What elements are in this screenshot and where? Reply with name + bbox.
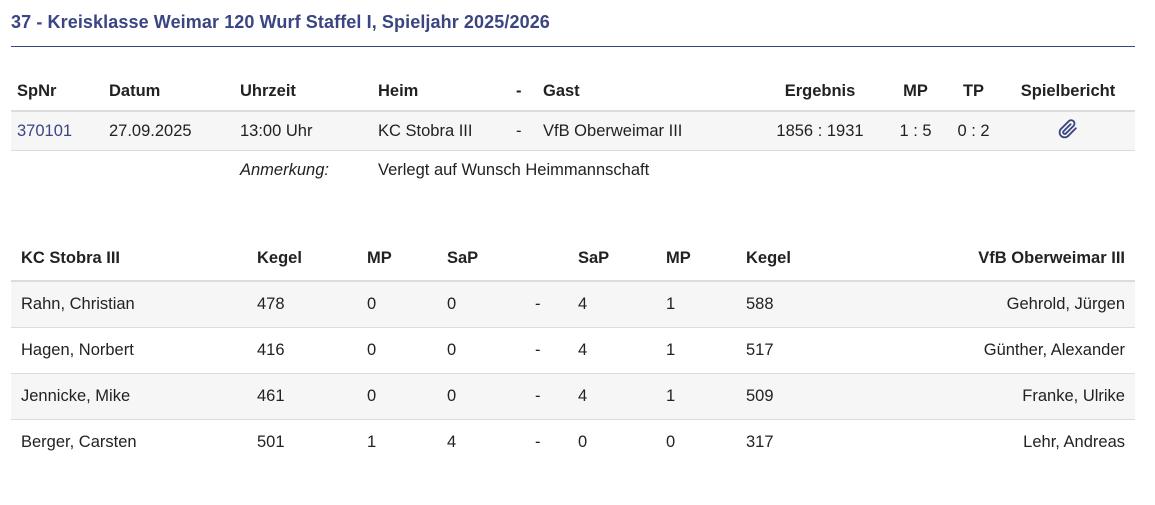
match-table: SpNr Datum Uhrzeit Heim - Gast Ergebnis … (11, 72, 1135, 189)
match-header-row: SpNr Datum Uhrzeit Heim - Gast Ergebnis … (11, 72, 1135, 112)
paperclip-icon[interactable] (1058, 118, 1078, 144)
note-row: Anmerkung: Verlegt auf Wunsch Heimmannsc… (11, 151, 1135, 190)
col-header-separator: - (510, 72, 537, 112)
away-sap: 4 (568, 281, 656, 328)
player-row: Berger, Carsten 501 1 4 - 0 0 317 Lehr, … (11, 420, 1135, 466)
spielbericht-cell (1001, 111, 1135, 151)
away-sap: 0 (578, 433, 588, 451)
away-mp: 1 (656, 327, 736, 374)
away-player: Gehrold, Jürgen (886, 281, 1135, 328)
home-mp: 1 (367, 433, 377, 451)
note-label: Anmerkung: (240, 160, 329, 179)
col-header-gast: Gast (537, 72, 755, 112)
home-player: Hagen, Norbert (11, 327, 247, 374)
home-player: Rahn, Christian (11, 281, 247, 328)
col-header-home-kegel: Kegel (247, 236, 357, 282)
page-title: 37 - Kreisklasse Weimar 120 Wurf Staffel… (11, 12, 550, 32)
home-sap: 0 (437, 281, 525, 328)
away-team: VfB Oberweimar III (537, 111, 755, 151)
col-header-heim: Heim (372, 72, 510, 112)
table-points: 0 : 2 (946, 111, 1001, 151)
home-player: Berger, Carsten (21, 433, 137, 451)
team-separator: - (510, 111, 537, 151)
title-divider (11, 46, 1135, 47)
away-sap: 4 (568, 327, 656, 374)
away-kegel: 509 (736, 373, 886, 420)
col-header-datum: Datum (103, 72, 234, 112)
home-player: Jennicke, Mike (11, 373, 247, 420)
home-kegel: 416 (247, 327, 357, 374)
home-kegel: 478 (247, 281, 357, 328)
match-number-link[interactable]: 370101 (11, 111, 103, 151)
col-header-home-team: KC Stobra III (11, 236, 247, 282)
player-row: Jennicke, Mike 461 0 0 - 4 1 509 Franke,… (11, 373, 1135, 420)
note-text: Verlegt auf Wunsch Heimmannschaft (378, 160, 650, 179)
home-mp: 0 (357, 281, 437, 328)
away-sap: 4 (568, 373, 656, 420)
home-team: KC Stobra III (372, 111, 510, 151)
players-header-row: KC Stobra III Kegel MP SaP SaP MP Kegel … (11, 236, 1135, 282)
col-header-ergebnis: Ergebnis (755, 72, 885, 112)
players-table: KC Stobra III Kegel MP SaP SaP MP Kegel … (11, 236, 1135, 465)
home-kegel: 501 (257, 433, 285, 451)
match-result: 1856 : 1931 (755, 111, 885, 151)
away-mp: 1 (656, 281, 736, 328)
away-mp: 0 (666, 433, 676, 451)
col-header-uhrzeit: Uhrzeit (234, 72, 372, 112)
col-header-separator (525, 236, 568, 282)
away-player: Lehr, Andreas (1023, 433, 1125, 451)
match-row: 370101 27.09.2025 13:00 Uhr KC Stobra II… (11, 111, 1135, 151)
col-header-mp: MP (885, 72, 946, 112)
match-time: 13:00 Uhr (234, 111, 372, 151)
away-kegel: 317 (746, 433, 774, 451)
row-separator: - (525, 327, 568, 374)
home-sap: 0 (437, 373, 525, 420)
row-separator: - (535, 433, 541, 451)
away-kegel: 588 (736, 281, 886, 328)
away-player: Franke, Ulrike (886, 373, 1135, 420)
col-header-away-mp: MP (656, 236, 736, 282)
col-header-spielbericht: Spielbericht (1001, 72, 1135, 112)
away-player: Günther, Alexander (886, 327, 1135, 374)
row-separator: - (525, 281, 568, 328)
home-sap: 0 (437, 327, 525, 374)
col-header-away-sap: SaP (568, 236, 656, 282)
home-mp: 0 (357, 327, 437, 374)
match-points: 1 : 5 (885, 111, 946, 151)
row-separator: - (525, 373, 568, 420)
home-sap: 4 (447, 433, 457, 451)
col-header-away-kegel: Kegel (736, 236, 886, 282)
col-header-away-team: VfB Oberweimar III (886, 236, 1135, 282)
col-header-home-mp: MP (357, 236, 437, 282)
match-date: 27.09.2025 (103, 111, 234, 151)
col-header-home-sap: SaP (437, 236, 525, 282)
col-header-tp: TP (946, 72, 1001, 112)
home-mp: 0 (357, 373, 437, 420)
player-row: Rahn, Christian 478 0 0 - 4 1 588 Gehrol… (11, 281, 1135, 328)
away-mp: 1 (656, 373, 736, 420)
player-row: Hagen, Norbert 416 0 0 - 4 1 517 Günther… (11, 327, 1135, 374)
col-header-spnr: SpNr (11, 72, 103, 112)
away-kegel: 517 (736, 327, 886, 374)
home-kegel: 461 (247, 373, 357, 420)
